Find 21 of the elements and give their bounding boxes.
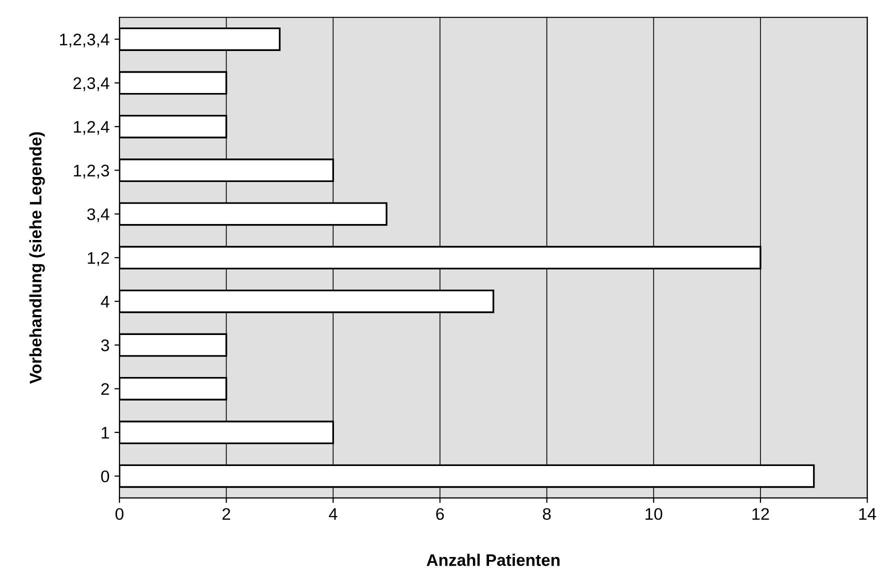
y-tick-label: 1,2	[88, 252, 109, 266]
y-tick-label: 1,2,3,4	[60, 34, 110, 48]
x-tick-label: 10	[646, 508, 662, 520]
x-tick-label: 0	[115, 508, 124, 520]
x-tick-label: 4	[328, 508, 338, 520]
x-tick-label: 14	[859, 508, 876, 520]
x-tick-label: 8	[542, 508, 551, 520]
y-tick-label: 2,3,4	[74, 77, 110, 92]
y-tick-label: 1,2,4	[74, 120, 110, 135]
x-tick-label: 12	[752, 508, 769, 520]
y-tick-label: 1,2,3	[74, 164, 110, 178]
y-tick-label: 4	[100, 296, 110, 308]
y-axis-title: Vorbehandlung (siehe Legende)	[29, 132, 45, 384]
y-tick-label: 1	[102, 426, 109, 438]
y-tick-label: 2	[101, 383, 109, 395]
x-tick-label: 6	[436, 508, 444, 520]
x-axis-title: Anzahl Patienten	[426, 554, 560, 566]
y-tick-label: 3	[101, 339, 110, 352]
x-tick-label: 2	[222, 508, 230, 520]
y-tick-label: 0	[101, 470, 110, 482]
y-tick-label: 3,4	[87, 208, 110, 222]
